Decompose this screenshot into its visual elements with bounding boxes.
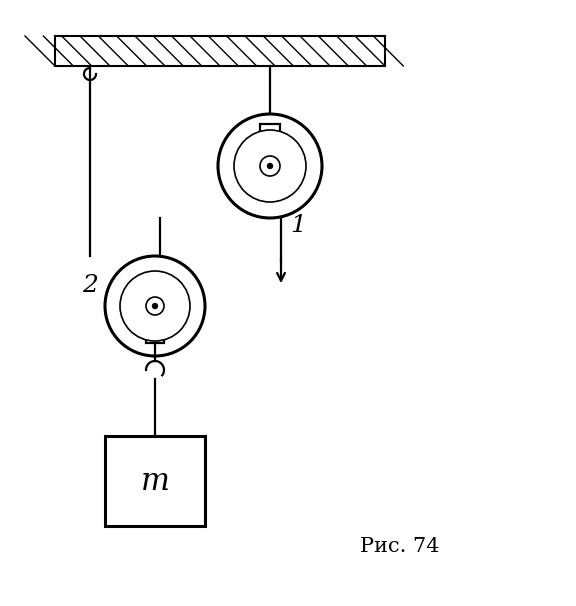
Bar <box>105 436 205 526</box>
Circle shape <box>153 304 157 308</box>
Circle shape <box>267 164 272 168</box>
Text: 1: 1 <box>290 215 306 238</box>
Circle shape <box>234 130 306 202</box>
Bar <box>55 36 385 66</box>
Text: m: m <box>141 465 169 496</box>
Circle shape <box>120 271 190 341</box>
Circle shape <box>218 114 322 218</box>
Bar <box>260 124 280 156</box>
Text: Рис. 74: Рис. 74 <box>360 536 439 556</box>
Circle shape <box>105 256 205 356</box>
Text: 2: 2 <box>82 275 98 298</box>
Bar <box>146 306 164 343</box>
Circle shape <box>260 156 280 176</box>
Circle shape <box>146 297 164 315</box>
